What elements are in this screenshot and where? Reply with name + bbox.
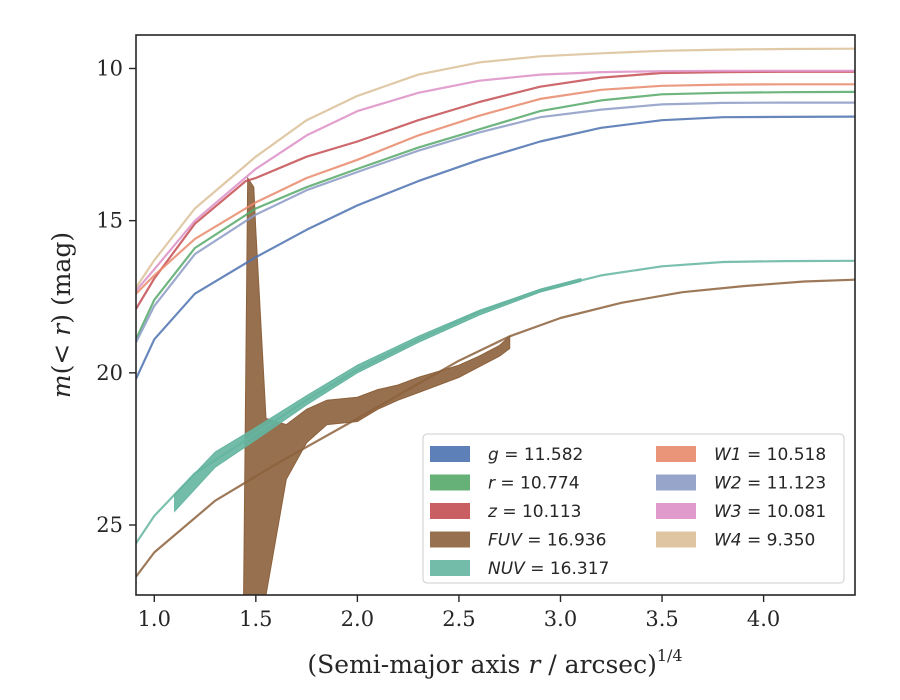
band-fuv (243, 176, 511, 595)
x-tick-label: 2.5 (442, 607, 475, 631)
legend-swatch (656, 474, 696, 491)
axes: 1.0 1.5 2.0 2.5 3.0 3.5 4.0 10 15 20 25 (96, 34, 856, 631)
series-line-g (136, 115, 855, 380)
x-tick-label: 2.0 (341, 607, 374, 631)
legend-swatch (656, 503, 696, 519)
legend-swatch (656, 531, 696, 548)
y-tick-label: 20 (96, 361, 123, 385)
series-line-w4 (136, 47, 855, 289)
x-tick-label: 1.5 (239, 607, 272, 631)
plot-area (136, 47, 855, 595)
legend-label: z = 10.113 (487, 502, 581, 522)
y-tick-label: 10 (96, 56, 123, 80)
series-line-z (136, 70, 855, 310)
y-tick-label: 15 (96, 209, 123, 233)
legend-item-g: g = 11.582 (430, 445, 583, 465)
legend-item-w3: W3 = 10.081 (656, 502, 826, 522)
x-tick-label: 3.0 (544, 607, 577, 631)
legend-label: W1 = 10.518 (714, 445, 826, 465)
legend-item-fuv: FUV = 16.936 (430, 531, 606, 551)
legend-label: r = 10.774 (488, 474, 580, 494)
x-tick-label: 4.0 (747, 607, 780, 631)
legend-label: W4 = 9.350 (714, 531, 815, 551)
x-tick-label: 3.5 (645, 607, 678, 631)
plot-frame (135, 34, 856, 596)
series-line-w3 (136, 69, 855, 292)
legend-swatch (430, 446, 470, 462)
legend-label: W2 = 11.123 (714, 474, 826, 494)
legend-label: W3 = 10.081 (714, 502, 826, 522)
x-axis-label: (Semi-major axis r / arcsec)1/4 (307, 646, 682, 679)
legend-item-w1: W1 = 10.518 (656, 445, 826, 465)
legend-label: FUV = 16.936 (488, 531, 606, 551)
legend-item-w2: W2 = 11.123 (656, 474, 826, 494)
x-tick-label: 1.0 (138, 607, 171, 631)
series-line-w1 (136, 83, 855, 295)
series-line-nuv (136, 259, 855, 544)
legend-label: NUV = 16.317 (488, 559, 609, 579)
legend-swatch (656, 446, 696, 462)
legend-box (422, 433, 845, 584)
series-line-w2 (136, 101, 855, 343)
legend-item-z: z = 10.113 (430, 502, 581, 522)
legend-swatch (430, 531, 470, 548)
legend-swatch (430, 503, 470, 519)
legend-item-w4: W4 = 9.350 (656, 531, 815, 551)
y-axis-label: m(< r) (mag) (47, 232, 76, 398)
y-tick-label: 25 (96, 513, 123, 537)
legend-item-r: r = 10.774 (430, 474, 580, 494)
legend-label: g = 11.582 (488, 445, 583, 465)
legend-swatch (430, 474, 470, 491)
legend: g = 11.582 r = 10.774 z = 10.113 FUV = 16.9… (422, 433, 845, 584)
legend-swatch (430, 560, 470, 576)
series-line-fuv (136, 278, 855, 578)
series-line-r (136, 90, 855, 340)
legend-item-nuv: NUV = 16.317 (430, 559, 609, 579)
